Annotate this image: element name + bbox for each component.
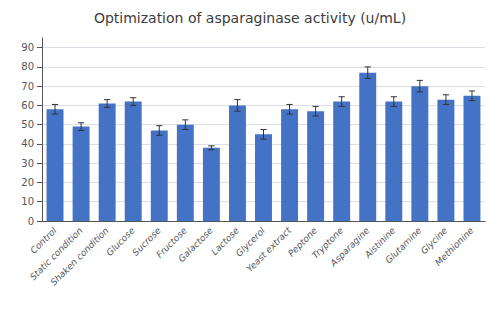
svg-text:20: 20 <box>21 177 34 188</box>
svg-text:Glycerol: Glycerol <box>233 225 267 259</box>
svg-text:Tryptone: Tryptone <box>310 225 346 261</box>
svg-text:Lactose: Lactose <box>209 225 241 258</box>
svg-text:Glutamine: Glutamine <box>383 225 423 265</box>
svg-text:Shaken condition: Shaken condition <box>49 225 111 287</box>
svg-text:40: 40 <box>21 138 34 149</box>
svg-text:50: 50 <box>21 119 34 130</box>
svg-text:Methionine: Methionine <box>433 225 476 268</box>
svg-text:0: 0 <box>28 216 34 227</box>
svg-text:Sucrose: Sucrose <box>130 225 163 258</box>
svg-text:Aistinine: Aistinine <box>362 225 398 260</box>
svg-text:90: 90 <box>21 42 34 53</box>
svg-text:60: 60 <box>21 100 34 111</box>
svg-text:80: 80 <box>21 61 34 72</box>
svg-text:30: 30 <box>21 158 34 169</box>
svg-text:70: 70 <box>21 81 34 92</box>
svg-text:Glycine: Glycine <box>418 225 450 257</box>
svg-text:Static condition: Static condition <box>28 225 85 283</box>
svg-text:Peptone: Peptone <box>286 225 320 259</box>
svg-text:Galactose: Galactose <box>176 225 215 264</box>
svg-text:Optimization of asparaginase a: Optimization of asparaginase activity (u… <box>94 10 406 26</box>
svg-text:Fructose: Fructose <box>154 225 189 260</box>
svg-text:Glucose: Glucose <box>104 225 137 258</box>
svg-text:Control: Control <box>28 225 59 256</box>
svg-text:Yeast extract: Yeast extract <box>245 225 294 274</box>
svg-text:Asparagine: Asparagine <box>328 225 372 269</box>
svg-text:10: 10 <box>21 196 34 207</box>
